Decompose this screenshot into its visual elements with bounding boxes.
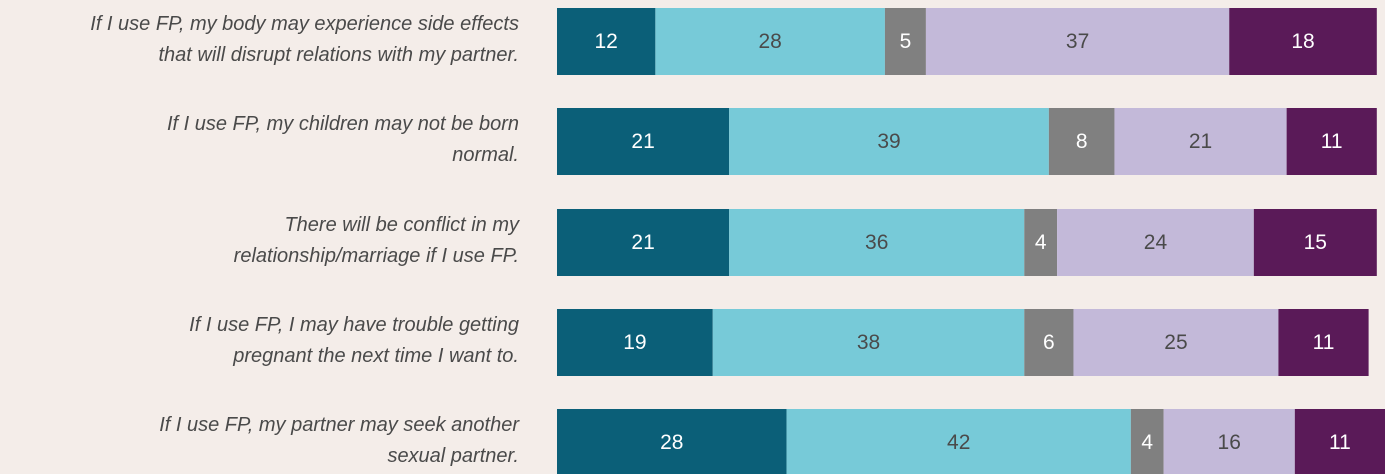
bar-segment bbox=[729, 209, 1025, 276]
bar-segment bbox=[1024, 209, 1058, 276]
data-label: 8 bbox=[1076, 130, 1088, 153]
data-label: 15 bbox=[1304, 231, 1327, 254]
category-label: If I use FP, my children may not be born bbox=[167, 113, 519, 135]
bar-segment bbox=[557, 409, 787, 474]
bar-segment bbox=[1253, 209, 1377, 276]
bar-segment bbox=[655, 8, 885, 75]
bar-segment bbox=[1024, 309, 1074, 376]
bar-segment bbox=[1073, 309, 1279, 376]
bar-segment bbox=[925, 8, 1230, 75]
bar-segment bbox=[884, 8, 926, 75]
bar-segment bbox=[557, 209, 730, 276]
bar-segment bbox=[1057, 209, 1254, 276]
bar-segment bbox=[712, 309, 1025, 376]
data-label: 42 bbox=[947, 431, 970, 454]
data-label: 37 bbox=[1066, 30, 1089, 53]
bar-segment bbox=[729, 108, 1049, 175]
category-label: If I use FP, my partner may seek another bbox=[159, 414, 520, 436]
data-label: 11 bbox=[1321, 130, 1343, 153]
data-label: 12 bbox=[595, 30, 618, 53]
category-label: pregnant the next time I want to. bbox=[232, 345, 519, 367]
category-label: There will be conflict in my bbox=[284, 214, 520, 236]
bar-segment bbox=[786, 409, 1131, 474]
data-label: 11 bbox=[1329, 431, 1351, 454]
bar-segment bbox=[1294, 409, 1385, 474]
bar-segment bbox=[557, 8, 656, 75]
data-label: 25 bbox=[1164, 331, 1187, 354]
bar-segment bbox=[1163, 409, 1295, 474]
data-label: 5 bbox=[900, 30, 912, 53]
data-label: 36 bbox=[865, 231, 888, 254]
data-label: 4 bbox=[1035, 231, 1047, 254]
bar-segment bbox=[1286, 108, 1377, 175]
category-label: sexual partner. bbox=[387, 445, 519, 467]
category-label: relationship/marriage if I use FP. bbox=[234, 245, 519, 267]
data-label: 28 bbox=[758, 30, 781, 53]
data-label: 19 bbox=[623, 331, 646, 354]
category-label: If I use FP, I may have trouble getting bbox=[189, 314, 519, 336]
data-label: 11 bbox=[1313, 331, 1335, 354]
category-label: that will disrupt relations with my part… bbox=[158, 44, 519, 66]
data-label: 38 bbox=[857, 331, 880, 354]
data-label: 21 bbox=[631, 130, 654, 153]
data-label: 39 bbox=[877, 130, 900, 153]
data-label: 24 bbox=[1144, 231, 1168, 254]
data-label: 6 bbox=[1043, 331, 1055, 354]
bar-segment bbox=[1048, 108, 1115, 175]
data-label: 18 bbox=[1291, 30, 1314, 53]
bar-segment bbox=[1278, 309, 1369, 376]
data-label: 28 bbox=[660, 431, 683, 454]
bar-segment bbox=[1229, 8, 1377, 75]
data-label: 4 bbox=[1141, 431, 1153, 454]
data-label: 16 bbox=[1218, 431, 1241, 454]
data-label: 21 bbox=[631, 231, 654, 254]
bar-segment bbox=[1114, 108, 1287, 175]
bar-segment bbox=[1130, 409, 1164, 474]
bar-segment bbox=[557, 309, 713, 376]
bar-segment bbox=[557, 108, 730, 175]
category-label: If I use FP, my body may experience side… bbox=[90, 13, 519, 35]
data-label: 21 bbox=[1189, 130, 1212, 153]
category-label: normal. bbox=[452, 144, 519, 166]
